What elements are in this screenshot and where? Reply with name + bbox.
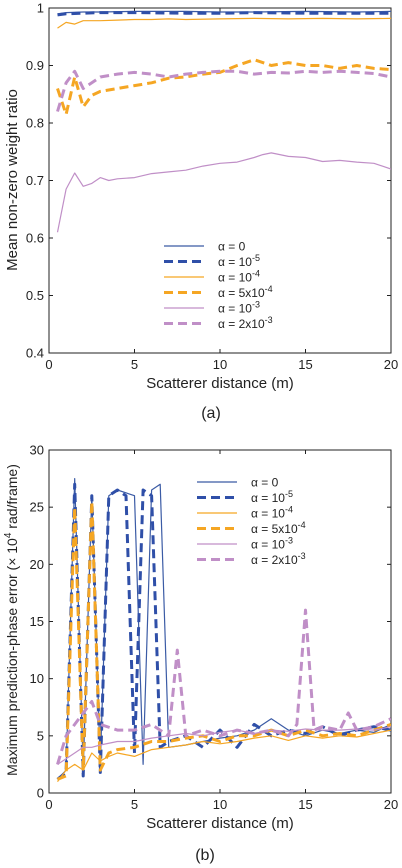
series-line-5 [56, 608, 391, 765]
legend-label: α = 10-5 [251, 489, 293, 505]
chart-b-legend: α = 0α = 10-5α = 10-4α = 5x10-4α = 10-3α… [193, 472, 363, 572]
y-tick-label: 30 [30, 443, 44, 458]
chart-a-ticks: 0 5 10 15 20 0.4 0.5 0.6 0.7 0.8 0.9 1 [26, 1, 398, 373]
y-tick-label: 0.4 [26, 346, 44, 361]
series-line-4 [57, 726, 391, 765]
y-tick-label: 0.9 [26, 58, 44, 73]
y-tick-label: 0.6 [26, 231, 44, 246]
legend-label: α = 10-4 [218, 269, 260, 285]
chart-a-xlabel: Scatterer distance (m) [146, 375, 294, 392]
y-tick-label: 0.8 [26, 116, 44, 131]
x-tick-label: 20 [384, 797, 398, 812]
x-tick-label: 10 [213, 797, 227, 812]
chart-b-xlabel: Scatterer distance (m) [146, 815, 294, 832]
chart-b-series [56, 478, 391, 782]
legend-label: α = 0 [218, 240, 246, 254]
x-tick-label: 15 [298, 797, 312, 812]
legend-label: α = 10-5 [218, 253, 260, 269]
y-tick-label: 1 [37, 1, 44, 16]
legend-label: α = 0 [251, 476, 279, 490]
chart-b-caption: (b) [195, 847, 215, 864]
series-line-2 [57, 729, 391, 782]
chart-a-series [56, 10, 391, 233]
x-tick-label: 0 [45, 797, 52, 812]
y-tick-label: 20 [30, 557, 44, 572]
x-tick-label: 15 [298, 357, 312, 372]
x-tick-label: 5 [131, 357, 138, 372]
legend-box [160, 236, 300, 336]
series-line-3 [56, 58, 391, 116]
y-tick-label: 25 [30, 500, 44, 515]
chart-b-ylabel-main: Maximum prediction-phase error ( [4, 565, 20, 775]
legend-label: α = 10-3 [218, 300, 260, 316]
chart-a: 0 5 10 15 200.40.50.60.70.80.91 α = 0α = 10-… [4, 1, 398, 423]
x-tick-label: 20 [384, 357, 398, 372]
series-line-4 [56, 152, 391, 233]
chart-a-ylabel: Mean non-zero weight ratio [4, 89, 21, 271]
legend-box [193, 472, 363, 572]
series-line-2 [57, 17, 391, 29]
legend-label: α = 2x10-3 [251, 551, 306, 567]
legend-label: α = 10-3 [251, 536, 293, 552]
series-line-5 [56, 69, 391, 112]
series-line-1 [57, 11, 391, 17]
legend-label: α = 5x10-4 [218, 284, 273, 300]
chart-b-ylabel-unit: rad/frame) [4, 464, 20, 532]
series-line-3 [56, 499, 391, 781]
chart-b-ylabel: Maximum prediction-phase error (× 104 ra… [3, 464, 20, 776]
legend-label: α = 5x10-4 [251, 520, 306, 536]
y-tick-label: 0.5 [26, 288, 44, 303]
chart-a-caption: (a) [201, 405, 221, 422]
chart-b-ticks: 0 5 10 15 20 0 5 10 15 20 25 30 [30, 443, 399, 813]
y-tick-label: 5 [37, 728, 44, 743]
legend-label: α = 10-4 [251, 505, 293, 521]
y-tick-label: 0 [37, 786, 44, 801]
y-tick-label: 10 [30, 671, 44, 686]
chart-b-ylabel-mult: × 10 [4, 538, 20, 566]
chart-a-legend: α = 0α = 10-5α = 10-4α = 5x10-4α = 10-3α… [160, 236, 300, 336]
legend-label: α = 2x10-3 [218, 315, 273, 331]
y-tick-label: 15 [30, 614, 44, 629]
x-tick-label: 10 [213, 357, 227, 372]
chart-b-ylabel-exp: 4 [3, 532, 14, 538]
x-tick-label: 5 [131, 797, 138, 812]
y-tick-label: 0.7 [26, 173, 44, 188]
x-tick-label: 0 [45, 357, 52, 372]
